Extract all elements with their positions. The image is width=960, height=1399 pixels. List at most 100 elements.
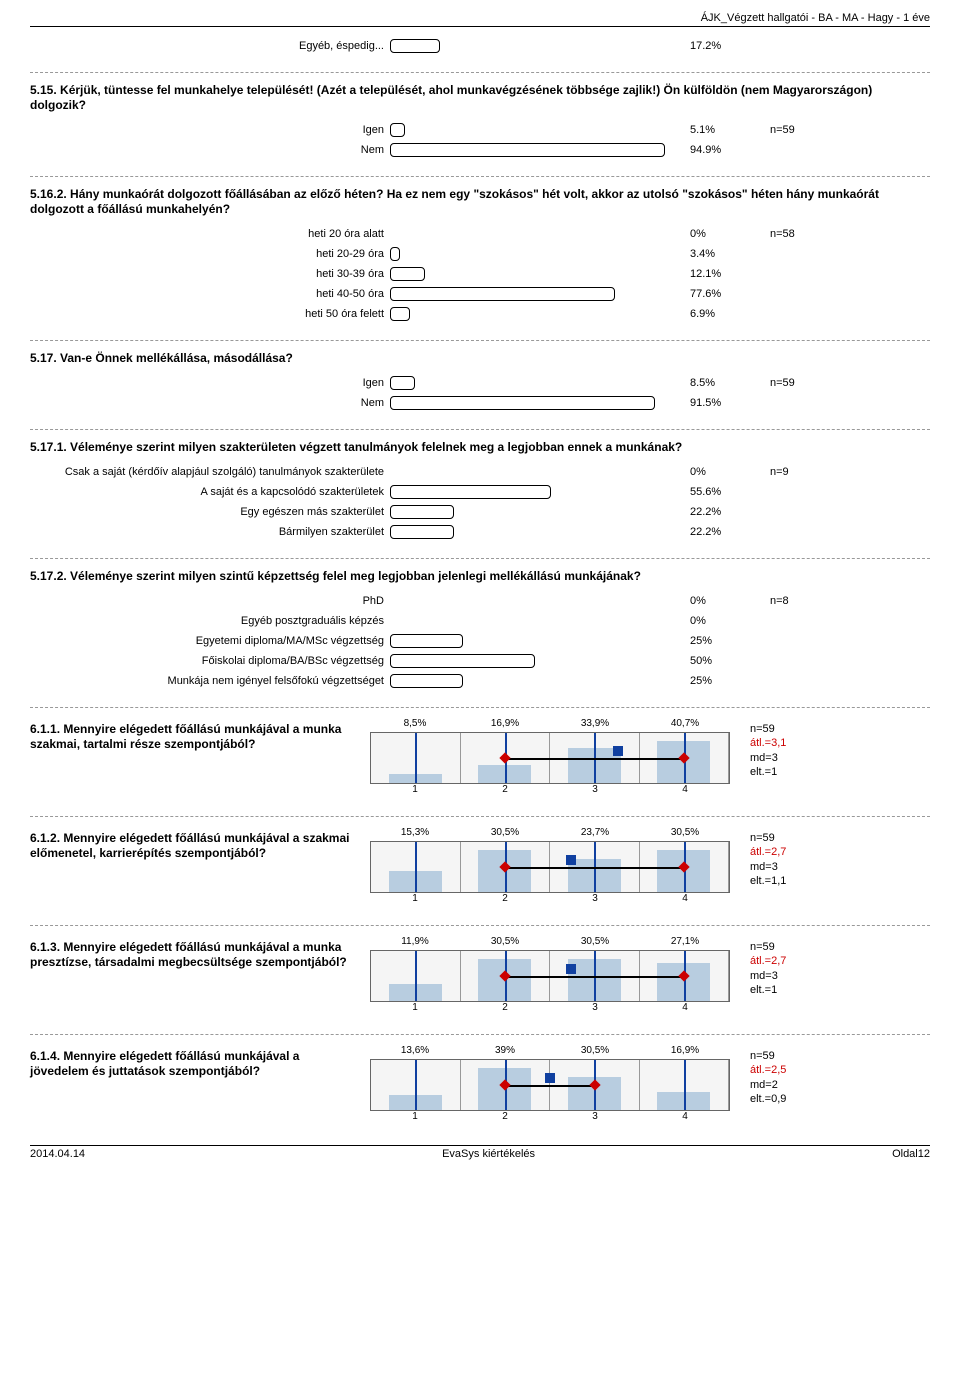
- bar-pct: 55.6%: [680, 486, 740, 498]
- likert-pct: 30,5%: [640, 827, 730, 841]
- likert-axis-label: 1: [370, 893, 460, 907]
- likert-question: 6.1.4. Mennyire elégedett főállású munká…: [30, 1045, 370, 1079]
- likert-axis-label: 3: [550, 784, 640, 798]
- bar-pct: 94.9%: [680, 144, 740, 156]
- likert-pct: 30,5%: [460, 827, 550, 841]
- bar-pct: 8.5%: [680, 377, 740, 389]
- likert-mean-marker: [545, 1073, 555, 1083]
- footer-date: 2014.04.14: [30, 1148, 85, 1160]
- bar-fill: [390, 39, 440, 53]
- separator: [30, 429, 930, 430]
- likert-mean-marker: [566, 964, 576, 974]
- likert-axis-label: 3: [550, 1111, 640, 1125]
- likert-col: [371, 1060, 461, 1110]
- bar-label: Igen: [30, 124, 390, 136]
- likert-mean-marker: [566, 855, 576, 865]
- likert-axis-label: 1: [370, 1111, 460, 1125]
- bar-label: Egyéb, éspedig...: [30, 40, 390, 52]
- likert-col: [371, 842, 461, 892]
- likert-stat: md=3: [750, 969, 850, 983]
- likert-block: 6.1.3. Mennyire elégedett főállású munká…: [30, 936, 930, 1016]
- likert-axis-label: 2: [460, 893, 550, 907]
- likert-block: 6.1.2. Mennyire elégedett főállású munká…: [30, 827, 930, 907]
- bar-label: heti 50 óra felett: [30, 308, 390, 320]
- bar-track: [390, 485, 680, 499]
- likert-axis-label: 2: [460, 1002, 550, 1016]
- likert-stat: elt.=1: [750, 983, 850, 997]
- bar-label: Nem: [30, 144, 390, 156]
- bar-label: PhD: [30, 595, 390, 607]
- bar-fill: [390, 376, 415, 390]
- bar-n: n=9: [740, 466, 800, 478]
- bar-track: [390, 505, 680, 519]
- bar-row: Főiskolai diploma/BA/BSc végzettség50%: [30, 652, 930, 669]
- bar-pct: 22.2%: [680, 526, 740, 538]
- likert-pct: 8,5%: [370, 718, 460, 732]
- bar-fill: [390, 396, 655, 410]
- bar-fill: [390, 634, 463, 648]
- likert-pct: 16,9%: [460, 718, 550, 732]
- bar-row: heti 30-39 óra12.1%: [30, 265, 930, 282]
- likert-pct: 23,7%: [550, 827, 640, 841]
- likert-stat: md=2: [750, 1078, 850, 1092]
- bar-row: heti 20-29 óra3.4%: [30, 245, 930, 262]
- likert-chart: 15,3%30,5%23,7%30,5%1234: [370, 827, 730, 907]
- bar-fill: [390, 525, 454, 539]
- bar-track: [390, 287, 680, 301]
- likert-stat: md=3: [750, 860, 850, 874]
- bar-pct: 3.4%: [680, 248, 740, 260]
- footer-page: Oldal12: [892, 1148, 930, 1160]
- bar-label: heti 30-39 óra: [30, 268, 390, 280]
- bar-track: [390, 267, 680, 281]
- likert-tick: [415, 842, 417, 892]
- bar-track: [390, 143, 680, 157]
- bar-pct: 50%: [680, 655, 740, 667]
- likert-col: [640, 1060, 730, 1110]
- likert-ci-line: [505, 758, 684, 760]
- bar-pct: 25%: [680, 675, 740, 687]
- bar-fill: [390, 654, 535, 668]
- page: ÁJK_Végzett hallgatói - BA - MA - Hagy -…: [0, 0, 960, 1190]
- likert-body: [370, 732, 730, 784]
- likert-pct: 16,9%: [640, 1045, 730, 1059]
- bar-fill: [390, 485, 551, 499]
- bar-pct: 0%: [680, 228, 740, 240]
- bar-pct: 22.2%: [680, 506, 740, 518]
- likert-pct: 30,5%: [460, 936, 550, 950]
- bar-label: Egyéb posztgraduális képzés: [30, 615, 390, 627]
- bar-row: Egyetemi diploma/MA/MSc végzettség25%: [30, 632, 930, 649]
- bar-label: Csak a saját (kérdőív alapjául szolgáló)…: [30, 466, 390, 478]
- likert-body: [370, 841, 730, 893]
- bar-row: Egy egészen más szakterület 22.2%: [30, 503, 930, 520]
- likert-stats: n=59átl.=2,7md=3elt.=1,1: [730, 827, 850, 888]
- likert-question: 6.1.1. Mennyire elégedett főállású munká…: [30, 718, 370, 752]
- bar-track: [390, 396, 680, 410]
- bar-label: Munkája nem igényel felsőfokú végzettség…: [30, 675, 390, 687]
- likert-stats: n=59átl.=2,5md=2elt.=0,9: [730, 1045, 850, 1106]
- question-title: 5.17.2. Véleménye szerint milyen szintű …: [30, 569, 930, 584]
- likert-stat: md=3: [750, 751, 850, 765]
- page-header: ÁJK_Végzett hallgatói - BA - MA - Hagy -…: [30, 12, 930, 27]
- bar-track: [390, 614, 680, 628]
- likert-axis-label: 1: [370, 1002, 460, 1016]
- bar-pct: 0%: [680, 615, 740, 627]
- likert-axis-label: 4: [640, 1002, 730, 1016]
- bar-fill: [390, 287, 615, 301]
- likert-body: [370, 950, 730, 1002]
- likert-pct: 39%: [460, 1045, 550, 1059]
- bar-row: Csak a saját (kérdőív alapjául szolgáló)…: [30, 463, 930, 480]
- likert-mean-marker: [613, 746, 623, 756]
- bar-label: Egy egészen más szakterület: [30, 506, 390, 518]
- likert-ci-line: [505, 1085, 595, 1087]
- separator: [30, 340, 930, 341]
- question-title: 5.17.1. Véleménye szerint milyen szakter…: [30, 440, 930, 455]
- likert-pct: 30,5%: [550, 1045, 640, 1059]
- bar-n: n=59: [740, 377, 800, 389]
- likert-col: [371, 951, 461, 1001]
- bar-n: n=58: [740, 228, 800, 240]
- separator: [30, 1034, 930, 1035]
- question-title: 5.15. Kérjük, tüntesse fel munkahelye te…: [30, 83, 930, 113]
- bar-fill: [390, 307, 410, 321]
- bar-row: Bármilyen szakterület22.2%: [30, 523, 930, 540]
- bar-pct: 6.9%: [680, 308, 740, 320]
